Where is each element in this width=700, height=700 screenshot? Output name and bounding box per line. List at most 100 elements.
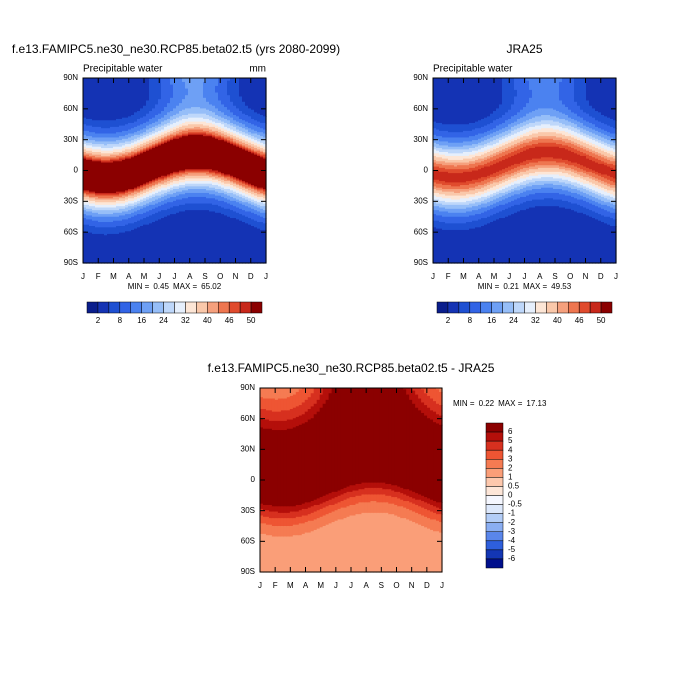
contour-fill (254, 203, 258, 207)
contour-fill (580, 132, 584, 136)
contour-fill (155, 192, 159, 197)
contour-fill (116, 78, 120, 120)
contour-fill (499, 146, 503, 152)
x-tick-label: D (248, 272, 254, 281)
contour-fill (221, 192, 225, 198)
contour-fill (173, 214, 177, 264)
contour-fill (265, 388, 270, 400)
contour-fill (490, 208, 494, 217)
contour-fill (568, 125, 572, 131)
contour-fill (496, 212, 500, 220)
contour-fill (92, 126, 96, 133)
contour-fill (263, 198, 267, 202)
contour-fill (173, 122, 177, 128)
contour-fill (194, 169, 198, 172)
contour-fill (122, 191, 126, 194)
contour-fill (433, 170, 437, 181)
contour-fill (547, 167, 551, 173)
contour-fill (158, 206, 162, 213)
contour-fill (263, 191, 267, 195)
x-tick-label: S (552, 272, 557, 281)
contour-fill (143, 145, 147, 149)
contour-fill (391, 490, 395, 498)
contour-fill (242, 78, 246, 103)
contour-fill (248, 134, 252, 139)
contour-fill (301, 423, 306, 505)
contour-fill (397, 388, 401, 488)
contour-fill (304, 502, 309, 510)
x-tick-label: S (379, 581, 384, 590)
contour-fill (577, 137, 581, 141)
contour-fill (547, 115, 551, 121)
contour-fill (215, 92, 219, 109)
contour-fill (143, 207, 147, 214)
contour-fill (436, 78, 440, 124)
contour-fill (445, 198, 449, 203)
contour-fill (218, 183, 222, 187)
contour-fill (439, 154, 443, 158)
contour-fill (595, 158, 599, 164)
contour-fill (236, 108, 240, 117)
contour-fill (385, 388, 389, 485)
contour-fill (95, 144, 99, 148)
contour-fill (86, 195, 90, 198)
contour-fill (568, 195, 572, 203)
contour-fill (511, 116, 515, 124)
contour-fill (586, 167, 590, 173)
contour-fill (586, 78, 590, 102)
contour-fill (188, 128, 192, 131)
contour-fill (382, 482, 386, 490)
contour-fill (502, 128, 506, 133)
contour-fill (164, 185, 168, 189)
contour-fill (478, 128, 482, 135)
contour-fill (137, 186, 141, 189)
contour-fill (430, 499, 434, 506)
contour-fill (158, 219, 162, 264)
contour-fill (260, 194, 264, 198)
contour-fill (403, 501, 407, 509)
contour-fill (167, 189, 171, 193)
contour-fill (155, 195, 159, 201)
contour-fill (179, 211, 183, 264)
contour-fill (601, 115, 605, 124)
contour-fill (254, 130, 258, 135)
contour-fill (173, 134, 177, 137)
contour-fill (343, 507, 348, 519)
contour-fill (490, 157, 494, 162)
contour-fill (535, 165, 539, 170)
contour-fill (98, 154, 102, 158)
contour-fill (248, 122, 252, 129)
contour-fill (134, 196, 138, 201)
contour-fill (466, 198, 470, 202)
contour-fill (484, 177, 488, 181)
contour-fill (134, 194, 138, 198)
contour-fill (95, 133, 99, 139)
contour-fill (592, 153, 596, 158)
contour-fill (131, 128, 135, 135)
contour-fill (388, 489, 392, 497)
contour-fill (268, 535, 273, 573)
contour-fill (221, 175, 225, 178)
contour-fill (475, 166, 479, 172)
contour-fill (529, 118, 533, 124)
contour-fill (550, 181, 554, 185)
contour-fill (514, 171, 518, 176)
contour-fill (107, 161, 111, 164)
contour-fill (245, 141, 249, 145)
contour-fill (230, 138, 234, 143)
contour-fill (286, 410, 291, 421)
contour-fill (83, 224, 87, 232)
contour-fill (239, 133, 243, 137)
contour-fill (544, 161, 548, 166)
contour-fill (283, 536, 288, 573)
contour-fill (526, 149, 530, 161)
contour-fill (92, 161, 96, 193)
contour-fill (448, 229, 452, 264)
contour-fill (92, 210, 96, 214)
contour-fill (610, 118, 614, 128)
contour-fill (547, 192, 551, 199)
contour-fill (550, 146, 554, 158)
contour-fill (322, 507, 327, 517)
contour-fill (239, 146, 243, 149)
contour-fill (499, 153, 503, 158)
